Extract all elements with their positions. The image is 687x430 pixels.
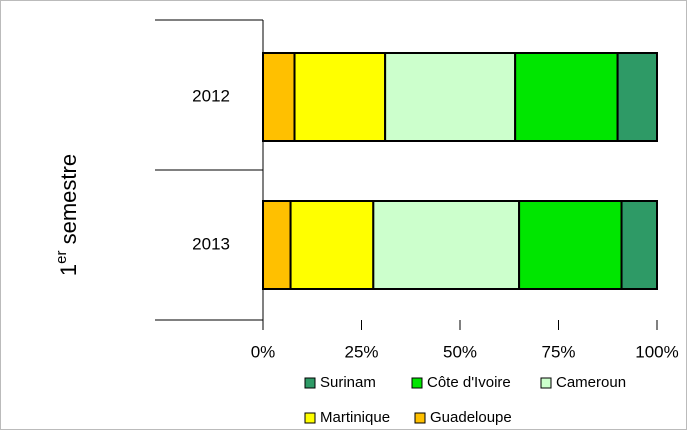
bar-segment	[620, 200, 658, 290]
bar-segment	[262, 52, 296, 142]
bar-segment	[262, 200, 292, 290]
x-tick-label: 25%	[344, 342, 378, 361]
bar-segment	[616, 52, 658, 142]
bar-segment	[518, 200, 623, 290]
legend-swatch	[411, 377, 423, 389]
y-label-superscript: er	[53, 251, 70, 264]
legend-swatch	[304, 377, 316, 389]
legend-swatch	[304, 412, 316, 424]
y-label-part: semestre	[56, 154, 81, 251]
legend-swatch	[540, 377, 552, 389]
legend-label: Surinam	[320, 374, 376, 391]
legend-label: Côte d'Ivoire	[427, 374, 511, 391]
legend-label: Martinique	[320, 409, 390, 426]
bar-segment	[384, 52, 517, 142]
legend-label: Guadeloupe	[430, 409, 512, 426]
y-label-part: 1	[56, 264, 81, 276]
bar-segment	[372, 200, 521, 290]
y-tick-label: 2013	[192, 234, 230, 253]
bar-segment	[289, 200, 375, 290]
bar-segment	[514, 52, 619, 142]
x-tick-label: 100%	[635, 342, 678, 361]
bar-segment	[293, 52, 387, 142]
x-tick-label: 0%	[251, 342, 276, 361]
legend-swatch	[414, 412, 426, 424]
y-tick-label: 2012	[192, 86, 230, 105]
x-tick-label: 50%	[443, 342, 477, 361]
legend-label: Cameroun	[556, 374, 626, 391]
y-axis-label: 1er semestre	[53, 154, 81, 276]
x-tick-label: 75%	[541, 342, 575, 361]
